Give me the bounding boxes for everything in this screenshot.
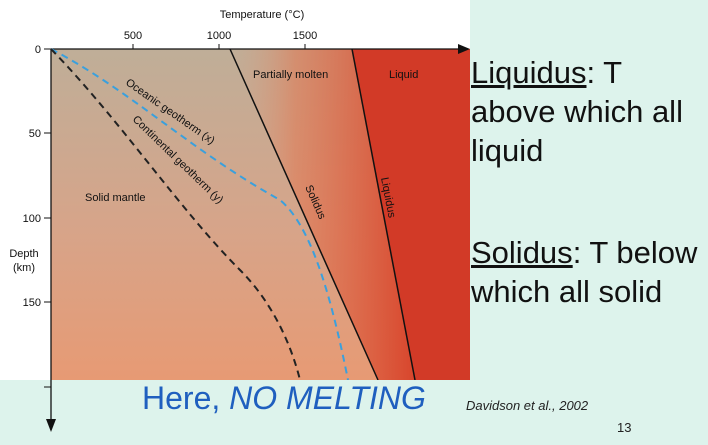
liquidus-definition: Liquidus: T above which all liquid — [471, 53, 706, 170]
solidus-line — [229, 48, 379, 381]
oceanic-geotherm — [50, 48, 349, 381]
depth-tick-150: 150 — [23, 297, 41, 309]
liquid-field — [352, 49, 470, 380]
tick-500: 500 — [124, 30, 142, 42]
depth-tick-100: 100 — [23, 213, 41, 225]
depth-axis-title: Depth — [9, 248, 38, 260]
solidus-term: Solidus — [471, 235, 573, 270]
solid-mantle-label: Solid mantle — [85, 192, 146, 204]
temperature-axis-arrow — [458, 44, 470, 54]
depth-tick-0: 0 — [35, 44, 41, 56]
depth-tick-50: 50 — [29, 128, 41, 140]
phase-diagram: 500 1000 1500 Temperature (°C) 0 50 100 … — [0, 0, 470, 445]
liquidus-term: Liquidus — [471, 55, 587, 90]
solidus-description: : T below which all solid — [471, 235, 698, 309]
figure-credit: Davidson et al., 2002 — [466, 398, 589, 413]
banner-prefix: Here, — [142, 380, 230, 416]
no-melting-banner: Here, NO MELTING — [142, 380, 426, 417]
depth-axis-unit: (km) — [13, 262, 35, 274]
partially-molten-label: Partially molten — [253, 69, 328, 81]
temperature-axis-title: Temperature (°C) — [220, 9, 304, 21]
banner-emphasis: NO MELTING — [229, 380, 426, 416]
continental-geotherm — [50, 48, 301, 381]
liquid-label: Liquid — [389, 69, 418, 81]
page-number: 13 — [617, 420, 632, 435]
liquidus-line — [351, 48, 416, 381]
tick-1500: 1500 — [293, 30, 317, 42]
solidus-definition: Solidus: T below which all solid — [471, 233, 706, 311]
caption-strip — [0, 380, 470, 445]
partially-molten-field — [230, 49, 415, 380]
tick-1000: 1000 — [207, 30, 231, 42]
liquidus-description: : T above which all liquid — [471, 55, 683, 168]
